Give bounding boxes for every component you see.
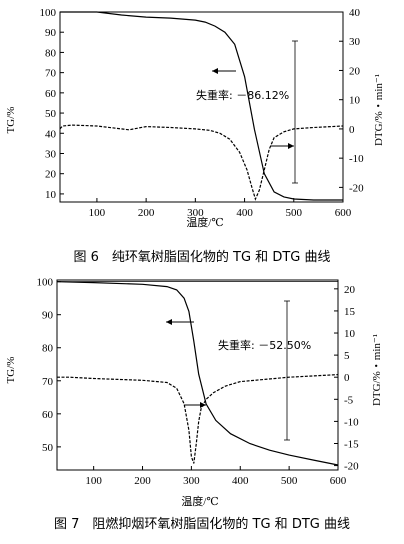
y-right-tick-label: 10 — [344, 328, 356, 340]
y-left-tick-label: 100 — [37, 277, 54, 289]
y-right-tick-label: 0 — [349, 124, 355, 136]
y-right-tick-label: -10 — [349, 153, 364, 165]
figure-6-caption: 图 6 纯环氧树脂固化物的 TG 和 DTG 曲线 — [74, 249, 331, 265]
plot-frame — [59, 11, 344, 203]
x-tick-label: 200 — [138, 207, 155, 219]
y-left-tick-label: 70 — [42, 376, 54, 388]
y-left-tick-label: 80 — [45, 47, 57, 59]
mass-loss-annotation: 失重率: －86.12% — [196, 88, 289, 102]
x-tick-label: 100 — [85, 475, 102, 487]
x-tick-label: 300 — [183, 475, 200, 487]
y-right-tick-label: -10 — [344, 416, 359, 428]
y-left-tick-label: 80 — [42, 343, 54, 355]
chart-2: 100 200 300 400 500 6005060708090100-20-15-10… — [5, 277, 383, 532]
y-left-tick-label: 90 — [45, 27, 57, 39]
y-left-tick-label: 40 — [45, 128, 57, 140]
arrow-head-icon — [212, 68, 218, 74]
y-right-tick-label: -20 — [344, 461, 359, 473]
x-tick-label: 500 — [286, 207, 303, 219]
chart-1: 100 200 300 400 500 600102030405060708090100-… — [5, 7, 385, 265]
y-left-tick-label: 90 — [42, 310, 54, 322]
y-left-tick-label: 30 — [45, 148, 57, 160]
y-left-label: TG/% — [5, 107, 17, 134]
y-left-label: TG/% — [5, 357, 17, 384]
arrow-head-icon — [166, 319, 172, 325]
mass-loss-annotation: 失重率: －52.50% — [218, 338, 311, 352]
x-tick-label: 100 — [89, 207, 106, 219]
tg-curve — [60, 11, 343, 201]
x-tick-label: 200 — [134, 475, 151, 487]
figure-7-caption: 图 7 阻燃抑烟环氧树脂固化物的 TG 和 DTG 曲线 — [54, 516, 350, 532]
x-tick-label: 300 — [187, 207, 204, 219]
x-axis-label: 温度/℃ — [181, 494, 218, 508]
y-right-tick-label: 40 — [349, 7, 361, 19]
y-right-tick-label: 20 — [344, 284, 356, 296]
x-tick-label: 400 — [236, 207, 253, 219]
x-tick-label: 600 — [330, 475, 347, 487]
x-axis-label: 温度/℃ — [186, 215, 223, 229]
y-left-tick-label: 60 — [42, 409, 54, 421]
y-left-tick-label: 70 — [45, 68, 57, 80]
y-left-tick-label: 60 — [45, 88, 57, 100]
y-right-tick-label: 0 — [344, 372, 350, 384]
tg-curve — [56, 281, 339, 466]
y-left-tick-label: 20 — [45, 169, 57, 181]
y-right-tick-label: -5 — [344, 394, 354, 406]
y-right-tick-label: -15 — [344, 438, 359, 450]
dtg-curve — [59, 124, 344, 201]
y-right-tick-label: 30 — [349, 36, 361, 48]
arrow-head-icon — [200, 402, 206, 408]
y-right-tick-label: 5 — [344, 350, 350, 362]
y-right-tick-label: 10 — [349, 95, 361, 107]
plot-frame — [56, 279, 339, 471]
y-left-tick-label: 50 — [45, 108, 57, 120]
y-right-tick-label: -20 — [349, 182, 364, 194]
x-tick-label: 500 — [281, 475, 298, 487]
y-right-tick-label: 15 — [344, 306, 356, 318]
y-left-tick-label: 50 — [42, 442, 54, 454]
y-left-tick-label: 10 — [45, 189, 57, 201]
x-tick-label: 600 — [335, 207, 352, 219]
y-right-label: DTG/%・min⁻¹ — [371, 334, 383, 406]
arrow-head-icon — [288, 143, 294, 149]
x-tick-label: 400 — [232, 475, 249, 487]
y-left-tick-label: 100 — [40, 7, 57, 19]
y-right-label: DTG/%・min⁻¹ — [373, 74, 385, 146]
y-right-tick-label: 20 — [349, 65, 361, 77]
dtg-curve — [57, 374, 339, 464]
